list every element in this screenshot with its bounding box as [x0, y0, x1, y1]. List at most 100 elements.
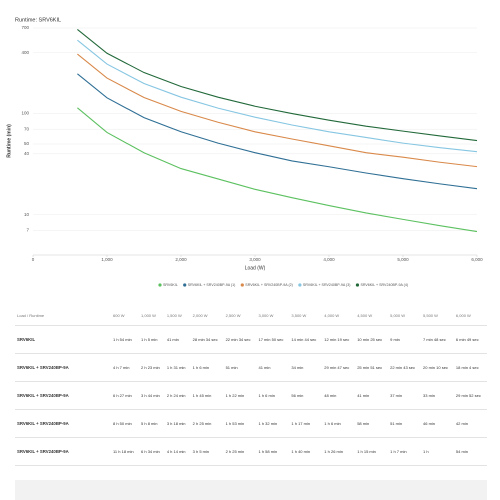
legend-label: SRV6KIL [163, 283, 178, 287]
runtime-cell: 34 min [289, 353, 323, 382]
row-label: SRV6KIL + SRV240BP-9A [15, 381, 111, 410]
runtime-cell: 6 h 27 min [111, 381, 140, 410]
runtime-cell: 4 h 7 min [111, 353, 140, 382]
legend-marker [298, 283, 302, 287]
runtime-cell: 10 min 25 sec [355, 325, 389, 354]
runtime-cell: 1 h 26 min [322, 437, 356, 466]
runtime-cell: 1 h 7 min [388, 437, 422, 466]
row-label: SRV6KIL + SRV240BP-9A [15, 353, 111, 382]
x-tick-label: 3,000 [249, 257, 261, 262]
table-row: SRV6KIL + SRV240BP-9A 4 h 7 min 2 h 23 min… [15, 353, 487, 382]
runtime-cell: 28 min 34 sec [190, 325, 224, 354]
runtime-cell: 1 h 6 min [190, 353, 224, 382]
header-cell: 3,000 W [256, 305, 290, 326]
runtime-cell: 2 h 25 min [190, 409, 224, 438]
runtime-cell: 56 min [289, 381, 323, 410]
runtime-cell: 12 min 19 sec [322, 325, 356, 354]
header-cell: 5,000 W [388, 305, 422, 326]
runtime-cell: 1 h 58 min [256, 437, 290, 466]
table-header: Load / Runtime 600 W 1,000 W 1,500 W 2,000 W… [15, 305, 487, 326]
header-cell: 1,500 W [164, 305, 191, 326]
runtime-cell: 41 min [256, 353, 290, 382]
runtime-cell: 29 min 52 sec [453, 381, 487, 410]
legend-marker [355, 283, 360, 287]
y-tick-label: 50 [24, 141, 30, 146]
table-row: SRV6KIL + SRV240BP-9A 6 h 27 min 3 h 44 mi… [15, 381, 487, 410]
runtime-cell: 5 h 8 min [139, 409, 165, 438]
y-axis-label: Runtime (min) [6, 124, 12, 158]
header-cell: Load / Runtime [15, 305, 111, 326]
header-cell: 2,500 W [223, 305, 257, 326]
series-line [77, 28, 478, 142]
runtime-cell: 1 h 40 min [289, 437, 323, 466]
runtime-cell: 1 h [421, 437, 454, 466]
runtime-cell: 1 h 54 min [111, 325, 140, 354]
chart-title: Runtime: SRV6KIL [15, 17, 61, 23]
x-tick-label: 6,000 [471, 257, 483, 262]
header-cell: 2,000 W [190, 305, 224, 326]
runtime-cell: 33 min [421, 381, 454, 410]
runtime-cell: 20 min 10 sec [421, 353, 454, 382]
y-tick-label: 40 [24, 151, 30, 156]
runtime-cell: 4 h 14 min [164, 437, 191, 466]
runtime-cell: 22 min 34 sec [223, 325, 257, 354]
table-row: SRV6KIL + SRV240BP-9A 11 h 18 min 6 h 34 m… [15, 437, 487, 466]
series-line [77, 73, 478, 190]
legend-marker [240, 283, 244, 287]
legend-label: SRV6KIL + SRV240BP-9A (4) [360, 283, 408, 287]
legend: SRV6KIL SRV6KIL + SRV240BP-9A (1) SRV6KIL … [158, 283, 408, 287]
x-tick-label: 5,000 [397, 257, 409, 262]
footer-bar [15, 480, 487, 500]
legend-marker [183, 283, 187, 287]
runtime-cell: 1 h 53 min [223, 409, 257, 438]
runtime-cell: 14 min 44 sec [289, 325, 323, 354]
runtime-cell: 29 min 47 sec [322, 353, 356, 382]
runtime-cell: 37 min [388, 381, 422, 410]
runtime-cell: 51 min [223, 353, 257, 382]
y-tick-label: 700 [21, 25, 29, 30]
runtime-cell: 6 h 34 min [139, 437, 165, 466]
legend-label: SRV6KIL + SRV240BP-9A (3) [303, 283, 351, 287]
y-tick-label: 100 [21, 111, 29, 116]
runtime-cell: 9 min [388, 325, 422, 354]
runtime-cell: 41 min [164, 325, 191, 354]
chart: Runtime: SRV6KIL Load (W) Runtime (min) … [6, 17, 483, 287]
runtime-cell: 1 h 22 min [223, 381, 257, 410]
row-label: SRV6KIL + SRV240BP-9A [15, 437, 111, 466]
y-tick-label: 10 [24, 212, 30, 217]
runtime-cell: 54 min [453, 437, 487, 466]
runtime-cell: 3 h 5 min [190, 437, 224, 466]
runtime-cell: 2 h 23 min [139, 353, 165, 382]
runtime-cell: 1 h 31 min [164, 353, 191, 382]
x-tick-label: 2,000 [175, 257, 187, 262]
runtime-cell: 2 h 25 min [223, 437, 257, 466]
runtime-cell: 3 h 44 min [139, 381, 165, 410]
header-cell: 6,000 W [453, 305, 487, 326]
runtime-cell: 18 min 4 sec [453, 353, 487, 382]
header-cell: 3,500 W [289, 305, 323, 326]
runtime-cell: 17 min 50 sec [256, 325, 290, 354]
runtime-table: Load / Runtime 600 W 1,000 W 1,500 W 2,000 W… [15, 305, 487, 466]
runtime-cell: 1 h 17 min [289, 409, 323, 438]
row-label: SRV6KIL [15, 325, 111, 354]
runtime-cell: 6 min 49 sec [453, 325, 487, 354]
runtime-cell: 1 h 5 min [139, 325, 165, 354]
runtime-cell: 42 min [453, 409, 487, 438]
header-cell: 4,500 W [355, 305, 389, 326]
y-tick-label: 400 [21, 50, 29, 55]
runtime-cell: 48 min [322, 381, 356, 410]
legend-label: SRV6KIL + SRV240BP-9A (1) [188, 283, 236, 287]
runtime-cell: 7 min 48 sec [421, 325, 454, 354]
header-cell: 1,000 W [139, 305, 165, 326]
runtime-cell: 46 min [421, 409, 454, 438]
runtime-cell: 51 min [388, 409, 422, 438]
row-label: SRV6KIL + SRV240BP-9A [15, 409, 111, 438]
runtime-cell: 1 h 45 min [190, 381, 224, 410]
x-axis-label: Load (W) [245, 265, 266, 271]
y-tick-label: 70 [24, 126, 30, 131]
x-tick-label: 0 [32, 257, 35, 262]
header-cell: 600 W [111, 305, 140, 326]
series-line [77, 53, 478, 168]
series-line [77, 107, 478, 233]
